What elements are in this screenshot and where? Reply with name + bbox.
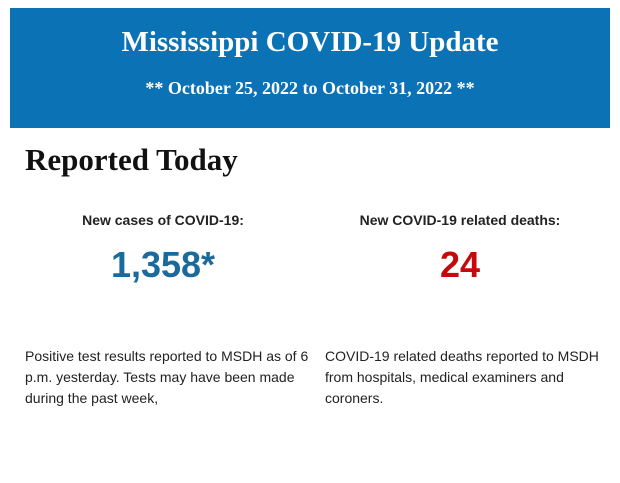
header-subtitle: ** October 25, 2022 to October 31, 2022 … [145,78,475,98]
stat-value: 24 [439,244,481,285]
header-banner: Mississippi COVID-19 Update ** October 2… [10,8,610,128]
stat-card: New cases of COVID-19: 1,358* Positive t… [18,212,308,406]
stat-label: New cases of COVID-19: [82,212,244,228]
header-title: Mississippi COVID-19 Update [121,26,499,58]
stat-description: COVID-19 related deaths reported to MSDH… [325,348,599,406]
stat-value: 1,358* [110,244,216,285]
section-heading: Reported Today [25,142,238,177]
stat-description: Positive test results reported to MSDH a… [25,348,309,406]
stat-card: New COVID-19 related deaths: 24 COVID-19… [315,212,605,406]
stat-label: New COVID-19 related deaths: [359,212,561,228]
